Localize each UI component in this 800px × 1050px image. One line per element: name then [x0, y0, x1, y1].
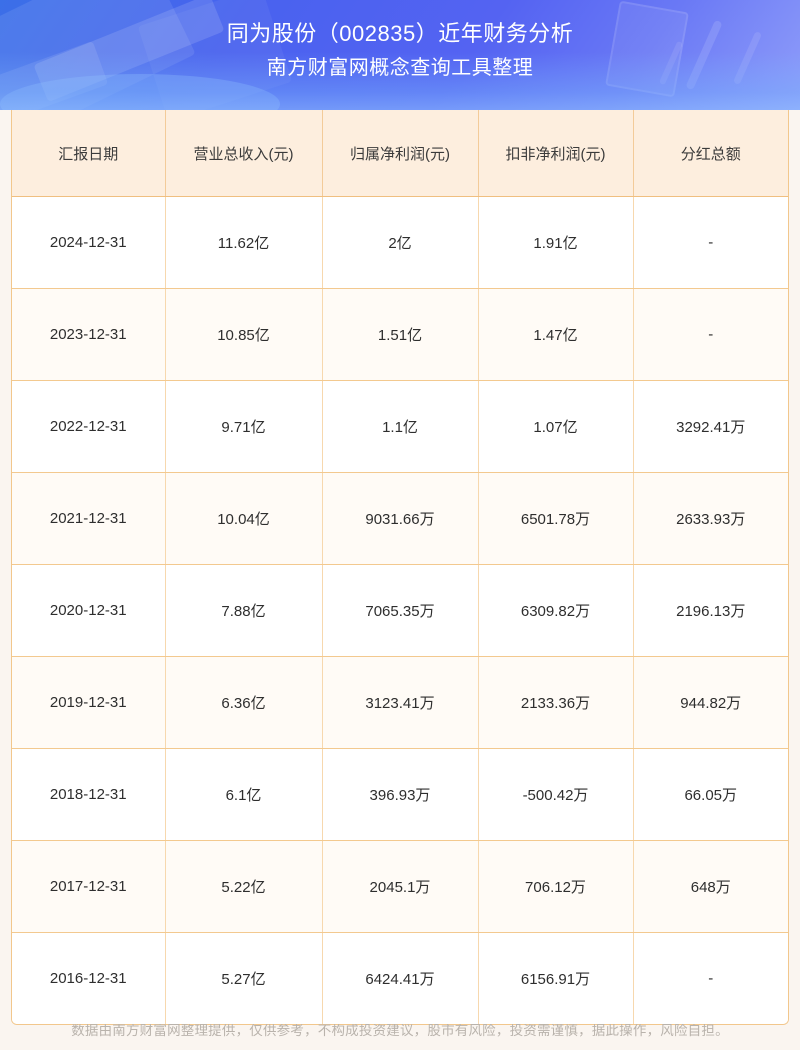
cell-report-date: 2023-12-31	[12, 288, 166, 381]
cell-deducted-profit: 706.12万	[478, 840, 634, 933]
banner-gradient-overlay	[0, 52, 800, 110]
cell-deducted-profit: 1.47亿	[478, 288, 634, 381]
table-row[interactable]: 2018-12-31 6.1亿 396.93万 -500.42万 66.05万	[12, 748, 788, 841]
cell-total-dividend: -	[708, 970, 714, 987]
cell-total-dividend: -	[633, 196, 788, 289]
cell-net-profit: 1.51亿	[322, 288, 479, 381]
cell-report-date: 2024-12-31	[12, 196, 166, 289]
cell-total-revenue: 10.04亿	[165, 472, 323, 565]
cell-deducted-profit: 6501.78万	[478, 472, 634, 565]
cell-total-dividend: -	[633, 288, 788, 381]
column-header-net-profit[interactable]: 归属净利润(元)	[322, 110, 479, 197]
cell-total-revenue: 10.85亿	[165, 288, 323, 381]
cell-net-profit: 6424.41万	[322, 932, 479, 1024]
cell-net-profit: 2亿	[322, 196, 479, 289]
table-row[interactable]: 2016-12-31 5.27亿 6424.41万 6156.91万 -	[12, 932, 788, 1024]
cell-report-date: 2017-12-31	[12, 840, 166, 933]
table-row[interactable]: 2023-12-31 10.85亿 1.51亿 1.47亿 -	[12, 288, 788, 381]
cell-total-revenue: 7.88亿	[165, 564, 323, 657]
column-header-total-dividend[interactable]: 分红总额	[633, 110, 788, 197]
banner-text-block: 同为股份（002835）近年财务分析 南方财富网概念查询工具整理	[0, 0, 800, 83]
cell-deducted-profit: -500.42万	[478, 748, 634, 841]
cell-net-profit: 3123.41万	[322, 656, 479, 749]
cell-deducted-profit: 1.91亿	[478, 196, 634, 289]
financial-table-card: 南方财富网 Southmoney.com 汇报日期 营业总收入(元) 归属净利润…	[11, 110, 789, 1025]
cell-total-revenue: 5.22亿	[165, 840, 323, 933]
cell-report-date: 2016-12-31	[12, 932, 166, 1024]
cell-total-revenue: 9.71亿	[165, 380, 323, 473]
column-header-total-revenue[interactable]: 营业总收入(元)	[165, 110, 323, 197]
cell-total-dividend: 648万	[633, 840, 788, 933]
table-header: 汇报日期 营业总收入(元) 归属净利润(元) 扣非净利润(元) 分红总额	[12, 110, 788, 197]
cell-net-profit: 9031.66万	[322, 472, 479, 565]
cell-total-revenue: 6.1亿	[165, 748, 323, 841]
cell-report-date: 2019-12-31	[12, 656, 166, 749]
table-row[interactable]: 2019-12-31 6.36亿 3123.41万 2133.36万 944.8…	[12, 656, 788, 749]
cell-deducted-profit: 1.07亿	[478, 380, 634, 473]
cell-total-dividend: 3292.41万	[633, 380, 788, 473]
cell-total-dividend: 2196.13万	[633, 564, 788, 657]
table-row[interactable]: 2022-12-31 9.71亿 1.1亿 1.07亿 3292.41万	[12, 380, 788, 473]
cell-total-revenue: 11.62亿	[165, 196, 323, 289]
table-row[interactable]: 2017-12-31 5.22亿 2045.1万 706.12万 648万	[12, 840, 788, 933]
table-row[interactable]: 2020-12-31 7.88亿 7065.35万 6309.82万 2196.…	[12, 564, 788, 657]
cell-total-dividend: 2633.93万	[633, 472, 788, 565]
cell-net-profit: 7065.35万	[322, 564, 479, 657]
cell-net-profit: 1.1亿	[322, 380, 479, 473]
cell-total-dividend: 66.05万	[633, 748, 788, 841]
cell-total-revenue: 5.27亿	[165, 932, 323, 1024]
cell-total-dividend: 944.82万	[633, 656, 788, 749]
column-header-report-date[interactable]: 汇报日期	[12, 110, 166, 197]
cell-net-profit: 2045.1万	[322, 840, 479, 933]
table-row[interactable]: 2024-12-31 11.62亿 2亿 1.91亿 -	[12, 196, 788, 289]
page-title: 同为股份（002835）近年财务分析	[226, 21, 574, 46]
table-header-row: 汇报日期 营业总收入(元) 归属净利润(元) 扣非净利润(元) 分红总额	[12, 110, 788, 197]
page-subtitle: 南方财富网概念查询工具整理	[266, 57, 534, 79]
cell-report-date: 2022-12-31	[12, 380, 166, 473]
disclaimer-text: 数据由南方财富网整理提供，仅供参考，不构成投资建议，股市有风险，投资需谨慎，据此…	[71, 1023, 729, 1038]
page-header-banner: 同为股份（002835）近年财务分析 南方财富网概念查询工具整理	[0, 0, 800, 110]
financial-table: 汇报日期 营业总收入(元) 归属净利润(元) 扣非净利润(元) 分红总额 202…	[12, 110, 788, 1024]
cell-deducted-profit: 6156.91万	[478, 932, 634, 1024]
cell-report-date: 2018-12-31	[12, 748, 166, 841]
cell-deducted-profit: 2133.36万	[478, 656, 634, 749]
cell-total-revenue: 6.36亿	[165, 656, 323, 749]
cell-report-date: 2021-12-31	[12, 472, 166, 565]
table-body: 2024-12-31 11.62亿 2亿 1.91亿 - 2023-12-31 …	[12, 196, 788, 1024]
cell-net-profit: 396.93万	[322, 748, 479, 841]
column-header-deducted-profit[interactable]: 扣非净利润(元)	[478, 110, 634, 197]
table-row[interactable]: 2021-12-31 10.04亿 9031.66万 6501.78万 2633…	[12, 472, 788, 565]
cell-deducted-profit: 6309.82万	[478, 564, 634, 657]
cell-report-date: 2020-12-31	[12, 564, 166, 657]
